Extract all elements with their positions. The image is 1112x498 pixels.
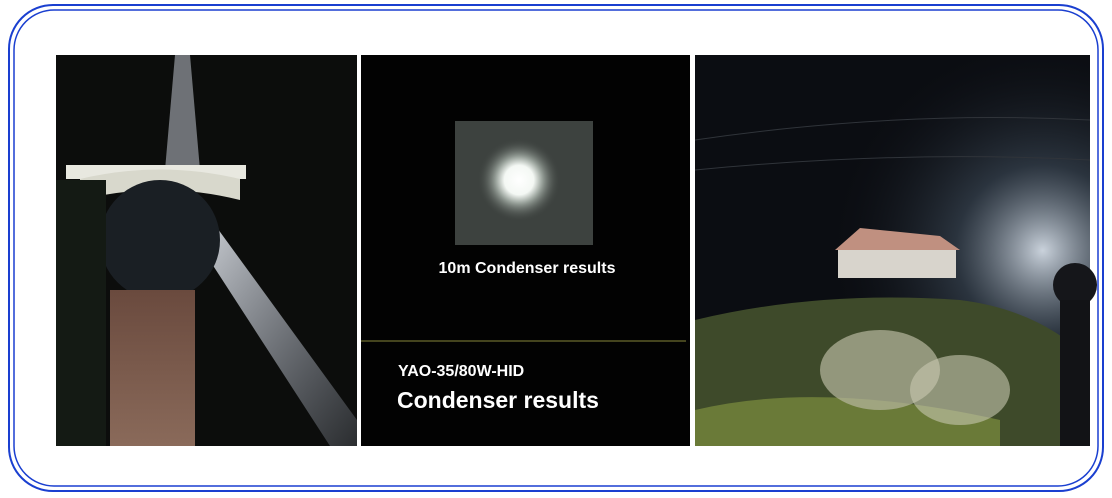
photo-house (695, 55, 1097, 446)
model: YAO-35/80W-HID (398, 363, 524, 380)
photo-bridge (56, 55, 357, 446)
subtitle: Condenser results (397, 387, 599, 413)
page: 10m Condenser results YAO-35/80W-HID Con… (0, 0, 1112, 498)
caption: 10m Condenser results (439, 260, 616, 277)
photo-condenser: 10m Condenser results YAO-35/80W-HID Con… (361, 55, 690, 446)
image: 10m Condenser results YAO-35/80W-HID Con… (0, 0, 1112, 498)
